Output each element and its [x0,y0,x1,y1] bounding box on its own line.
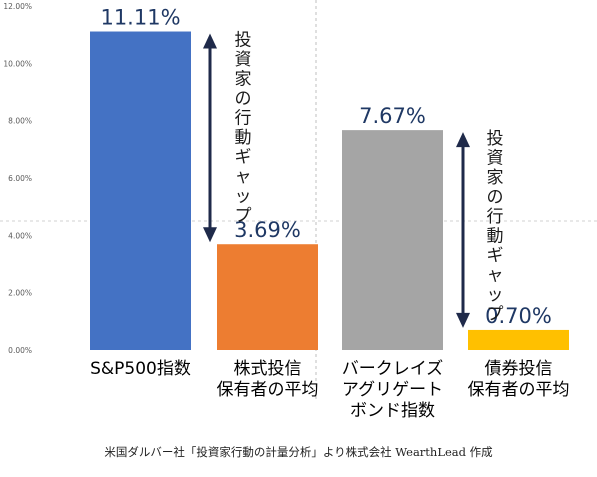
category-label: 債券投信保有者の平均 [468,359,570,400]
data-label: 11.11% [100,6,180,30]
category-label: 株式投信保有者の平均 [217,359,319,400]
y-tick-label: 0.00% [8,346,32,355]
annotation-label: 投資家の行動ギャップ [235,31,252,227]
arrow-head-up [456,132,470,148]
y-tick-label: 10.00% [3,59,32,68]
bar [342,130,443,350]
y-tick-label: 4.00% [8,231,32,240]
bar [468,329,569,350]
data-label: 7.67% [359,104,426,128]
behavior-gap-arrow [456,132,470,328]
y-tick-label: 6.00% [8,174,32,183]
arrow-head-up [203,33,217,49]
data-label: 3.69% [234,218,301,242]
annotation-label: 投資家の行動ギャップ [487,129,504,324]
category-label: バークレイズアグリゲートボンド指数 [342,359,444,421]
y-tick-label: 8.00% [8,117,32,126]
arrow-head-down [456,312,470,328]
behavior-gap-arrow [203,33,217,243]
source-caption: 米国ダルバー社「投資家行動の計量分析」より株式会社 WearthLead 作成 [104,445,493,459]
bar [90,31,191,350]
y-tick-label: 12.00% [3,2,32,11]
data-label: 0.70% [485,304,552,328]
bar [217,244,318,350]
arrow-head-down [203,227,217,243]
category-label: S&P500指数 [90,359,191,379]
y-tick-label: 2.00% [8,289,32,298]
